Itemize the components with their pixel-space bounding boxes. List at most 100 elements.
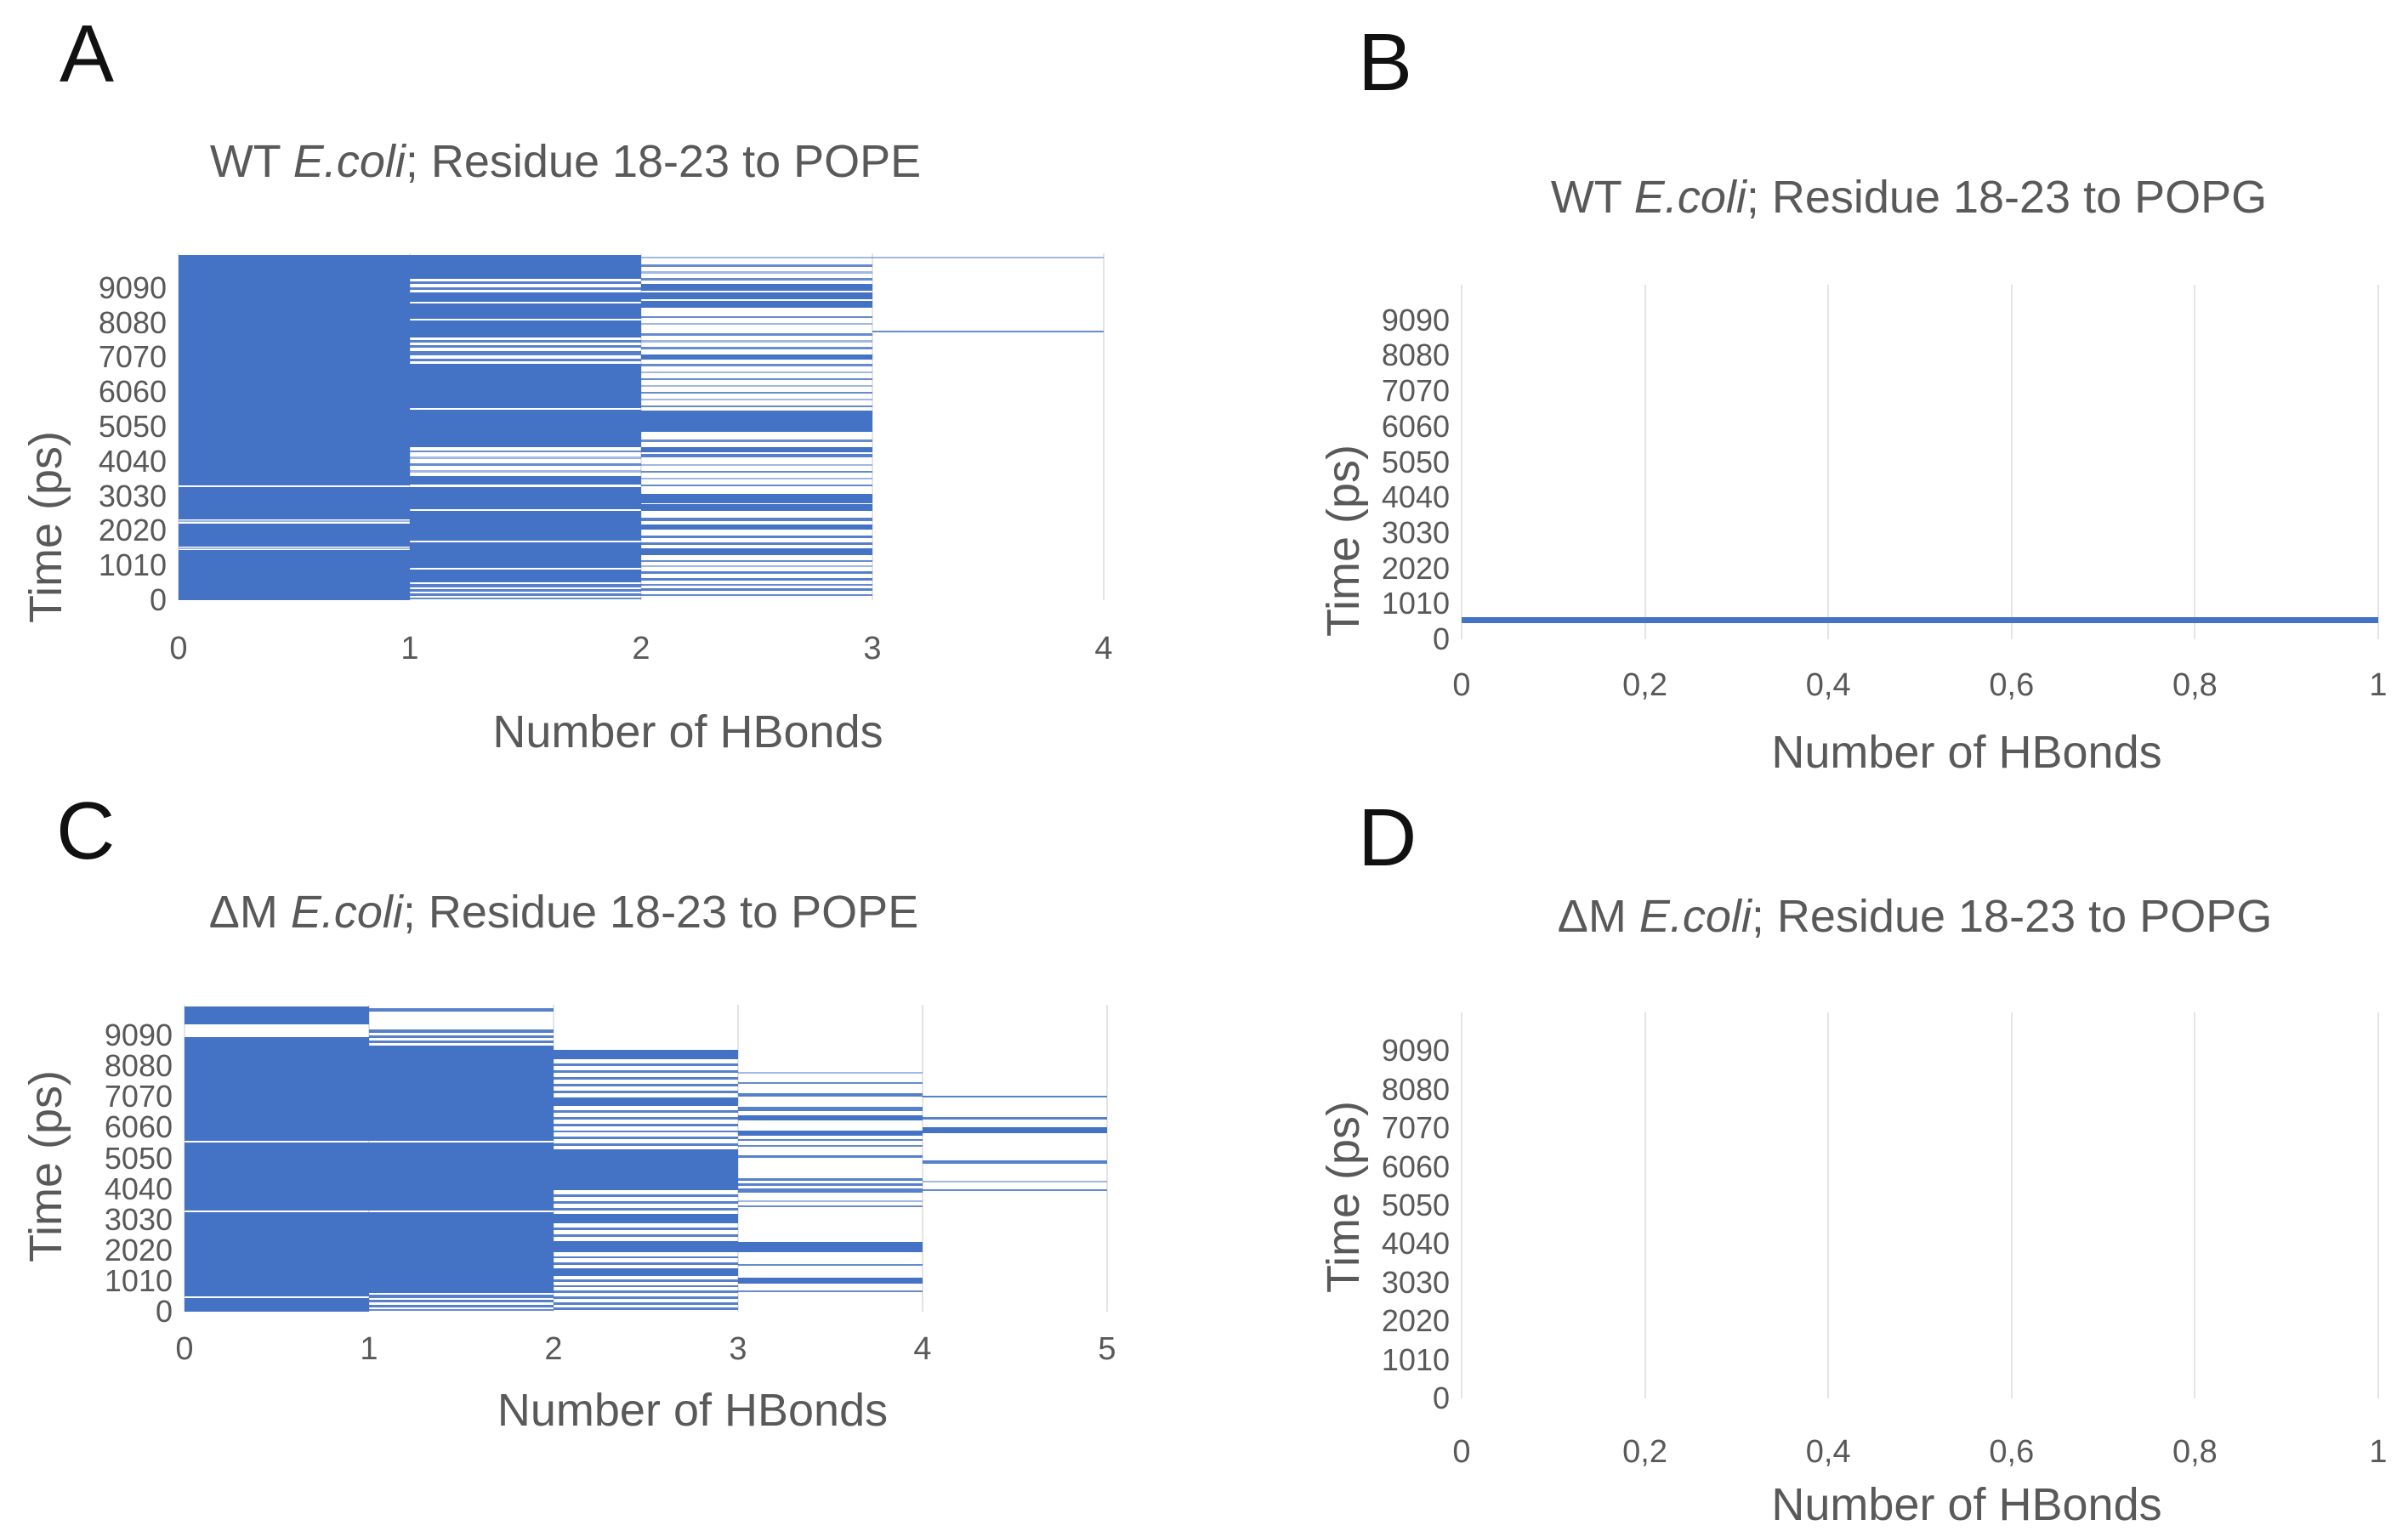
chart-title-B: WT E.coli; Residue 18-23 to POPG bbox=[1314, 171, 2408, 224]
data-band bbox=[738, 1115, 923, 1120]
y-tick-label: 0 bbox=[155, 1294, 173, 1329]
y-tick-label: 0 bbox=[1432, 1381, 1450, 1415]
data-band bbox=[641, 577, 872, 581]
x-axis-title: Number of HBonds bbox=[1771, 727, 2162, 778]
y-tick-label: 9090 bbox=[98, 269, 167, 305]
data-band bbox=[738, 1205, 923, 1208]
gridline-x-0 bbox=[1461, 1012, 1462, 1398]
y-tick-label: 1010 bbox=[1381, 586, 1450, 621]
x-tick-label: 1 bbox=[360, 1331, 378, 1367]
x-tick-label: 0,8 bbox=[2172, 1434, 2218, 1470]
y-tick-label: 9090 bbox=[104, 1018, 173, 1053]
data-band bbox=[369, 1212, 554, 1293]
title-suffix: ; Residue 18-23 to POPG bbox=[1751, 891, 2273, 942]
data-band bbox=[554, 1097, 738, 1107]
data-band bbox=[641, 463, 872, 467]
y-tick-label: 4040 bbox=[1381, 1226, 1450, 1262]
data-band bbox=[641, 571, 872, 574]
panel-letter-A: A bbox=[60, 9, 115, 99]
y-tick-label: 8080 bbox=[1381, 337, 1450, 373]
data-band bbox=[554, 1301, 738, 1305]
y-tick-label: 8080 bbox=[98, 304, 167, 340]
data-band bbox=[641, 301, 872, 309]
x-tick-label: 0,2 bbox=[1622, 667, 1667, 703]
data-band bbox=[554, 1149, 738, 1191]
title-organism: E.coli bbox=[292, 136, 406, 187]
data-band bbox=[410, 358, 641, 361]
plot-area-C bbox=[184, 1005, 1108, 1312]
data-band bbox=[179, 550, 410, 600]
data-band bbox=[923, 1095, 1107, 1098]
x-tick-label: 4 bbox=[1094, 631, 1113, 666]
data-band bbox=[923, 1117, 1107, 1120]
data-band bbox=[872, 256, 1104, 258]
data-band bbox=[872, 331, 1104, 333]
data-band bbox=[410, 511, 641, 541]
data-band bbox=[410, 303, 641, 320]
data-band bbox=[369, 1029, 554, 1033]
data-band bbox=[369, 1045, 554, 1142]
data-band bbox=[554, 1208, 738, 1211]
data-band bbox=[410, 470, 641, 473]
gridline-x-2 bbox=[553, 1005, 554, 1312]
data-band bbox=[738, 1081, 923, 1084]
gridline-x-0,8 bbox=[2194, 1012, 2196, 1398]
data-band bbox=[554, 1279, 738, 1282]
gridline-x-0,2 bbox=[1644, 285, 1646, 639]
data-band bbox=[554, 1296, 738, 1299]
x-tick-label: 0,8 bbox=[2172, 667, 2218, 703]
data-band bbox=[179, 255, 410, 486]
data-band bbox=[554, 1241, 738, 1252]
gridline-x-0,4 bbox=[1827, 285, 1830, 639]
data-band bbox=[185, 1006, 369, 1024]
data-band bbox=[369, 1143, 554, 1211]
data-band bbox=[185, 1036, 369, 1142]
data-band bbox=[410, 486, 641, 510]
data-band bbox=[554, 1143, 738, 1147]
data-band bbox=[641, 484, 872, 487]
y-tick-label: 1010 bbox=[104, 1262, 173, 1298]
y-tick-label: 7070 bbox=[104, 1079, 173, 1114]
title-prefix: ΔM bbox=[208, 887, 291, 938]
data-band bbox=[554, 1214, 738, 1224]
data-band bbox=[641, 283, 872, 292]
title-organism: E.coli bbox=[290, 887, 403, 938]
x-tick-label: 1 bbox=[2369, 667, 2388, 703]
y-axis-title: Time (ps) bbox=[1318, 445, 1369, 637]
data-band bbox=[369, 1294, 554, 1298]
x-tick-label: 1 bbox=[2369, 1434, 2388, 1470]
gridline-x-3 bbox=[737, 1005, 739, 1312]
data-band bbox=[554, 1194, 738, 1198]
y-tick-label: 6060 bbox=[104, 1109, 173, 1145]
data-band bbox=[554, 1268, 738, 1276]
data-band bbox=[641, 477, 872, 480]
data-band bbox=[554, 1123, 738, 1126]
gridline-x-0 bbox=[1461, 285, 1462, 639]
data-band bbox=[641, 494, 872, 503]
data-band bbox=[923, 1180, 1107, 1182]
data-band bbox=[738, 1290, 923, 1292]
data-band bbox=[641, 354, 872, 360]
y-tick-label: 2020 bbox=[1381, 550, 1450, 586]
data-band bbox=[641, 323, 872, 326]
x-tick-label: 3 bbox=[863, 631, 882, 666]
title-prefix: WT bbox=[209, 136, 293, 187]
gridline-x-1 bbox=[2377, 1012, 2379, 1398]
data-band bbox=[410, 570, 641, 582]
y-tick-label: 1010 bbox=[98, 547, 167, 583]
data-band bbox=[410, 255, 641, 279]
y-tick-label: 3030 bbox=[1381, 514, 1450, 550]
y-tick-label: 3030 bbox=[98, 478, 167, 513]
plot-area-B bbox=[1461, 285, 2379, 639]
data-band bbox=[410, 584, 641, 588]
data-band bbox=[641, 548, 872, 556]
data-band bbox=[641, 391, 872, 394]
data-band bbox=[738, 1138, 923, 1142]
data-band bbox=[410, 286, 641, 290]
data-band bbox=[410, 597, 641, 600]
data-band bbox=[554, 1201, 738, 1205]
data-band bbox=[641, 504, 872, 511]
data-band bbox=[641, 411, 872, 432]
